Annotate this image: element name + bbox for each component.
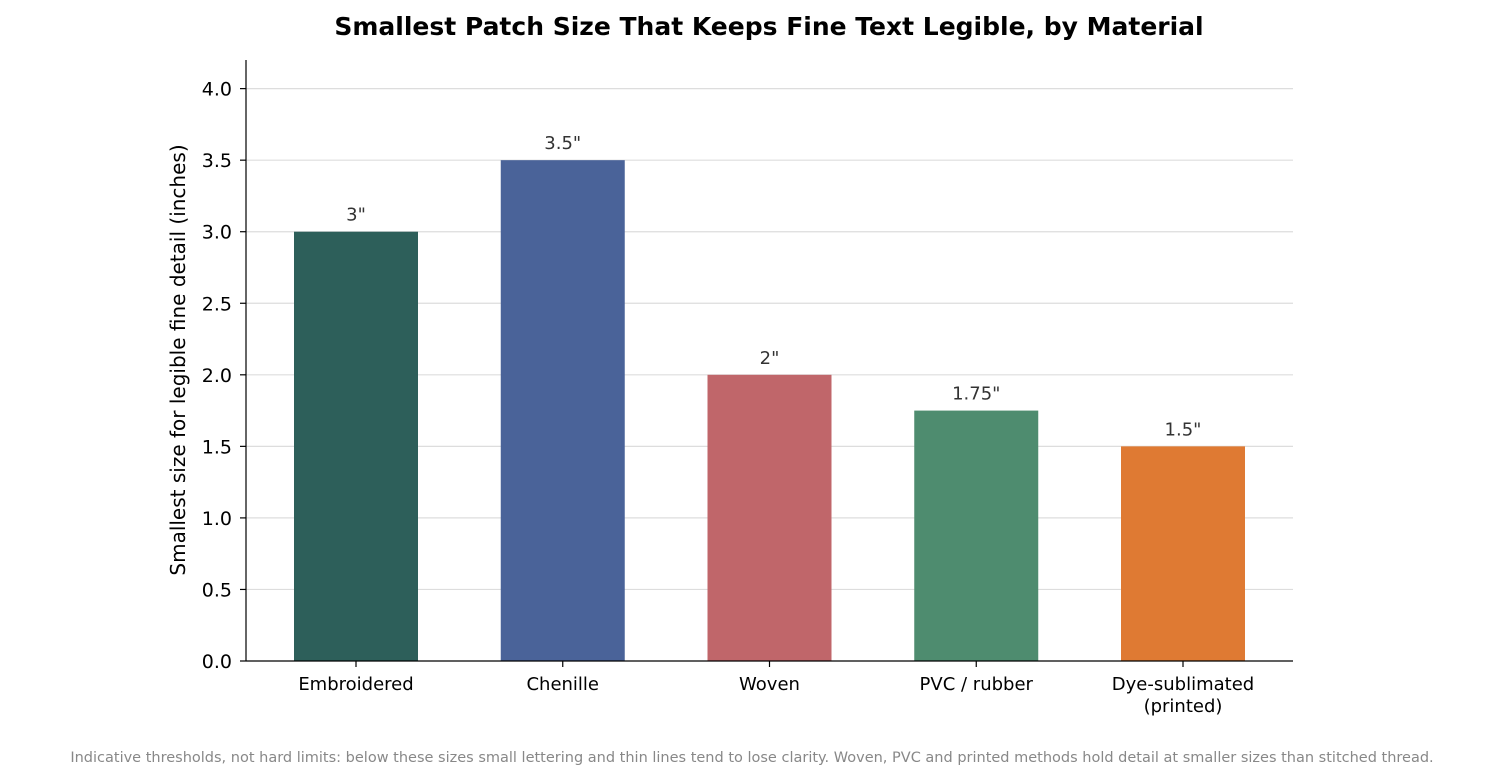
y-tick-label: 0.5 bbox=[202, 579, 232, 601]
y-tick-label: 1.0 bbox=[202, 508, 232, 530]
bar-value-label: 1.5" bbox=[1165, 419, 1202, 440]
y-tick-label: 3.0 bbox=[202, 222, 232, 244]
y-ticks: 0.0 0.5 1.0 1.5 2.0 2.5 3.0 3.5 4.0 bbox=[202, 79, 246, 673]
bar-value-label: 3.5" bbox=[544, 133, 581, 154]
y-tick-label: 1.5 bbox=[202, 436, 232, 458]
x-tick-label: (printed) bbox=[1144, 696, 1223, 717]
x-tick-label: Chenille bbox=[526, 674, 599, 695]
x-tick-label: Dye-sublimated bbox=[1112, 674, 1254, 695]
y-tick-label: 3.5 bbox=[202, 150, 232, 172]
bar bbox=[500, 160, 625, 661]
y-tick-label: 2.5 bbox=[202, 293, 232, 315]
y-tick-label: 4.0 bbox=[202, 79, 232, 101]
x-tick-label: Embroidered bbox=[298, 674, 413, 695]
bar-value-label: 3" bbox=[346, 205, 366, 226]
bar-value-labels: 3" 3.5" 2" 1.75" 1.5" bbox=[346, 133, 1201, 440]
x-ticks: Embroidered Chenille Woven PVC / rubber Dye-… bbox=[298, 661, 1254, 717]
bar-value-label: 2" bbox=[760, 348, 780, 369]
footnote: Indicative thresholds, not hard limits: … bbox=[70, 750, 1433, 766]
y-tick-label: 0.0 bbox=[202, 651, 232, 673]
bar bbox=[294, 231, 418, 661]
x-tick-label: PVC / rubber bbox=[920, 674, 1034, 695]
x-tick-label: Woven bbox=[739, 674, 800, 695]
bar-value-label: 1.75" bbox=[952, 384, 1000, 405]
y-tick-label: 2.0 bbox=[202, 365, 232, 387]
y-axis-label: Smallest size for legible fine detail (i… bbox=[166, 144, 190, 575]
bars bbox=[294, 160, 1245, 661]
chart-title: Smallest Patch Size That Keeps Fine Text… bbox=[334, 12, 1203, 41]
bar bbox=[707, 374, 832, 661]
bar bbox=[1121, 446, 1245, 661]
bar bbox=[914, 410, 1039, 661]
